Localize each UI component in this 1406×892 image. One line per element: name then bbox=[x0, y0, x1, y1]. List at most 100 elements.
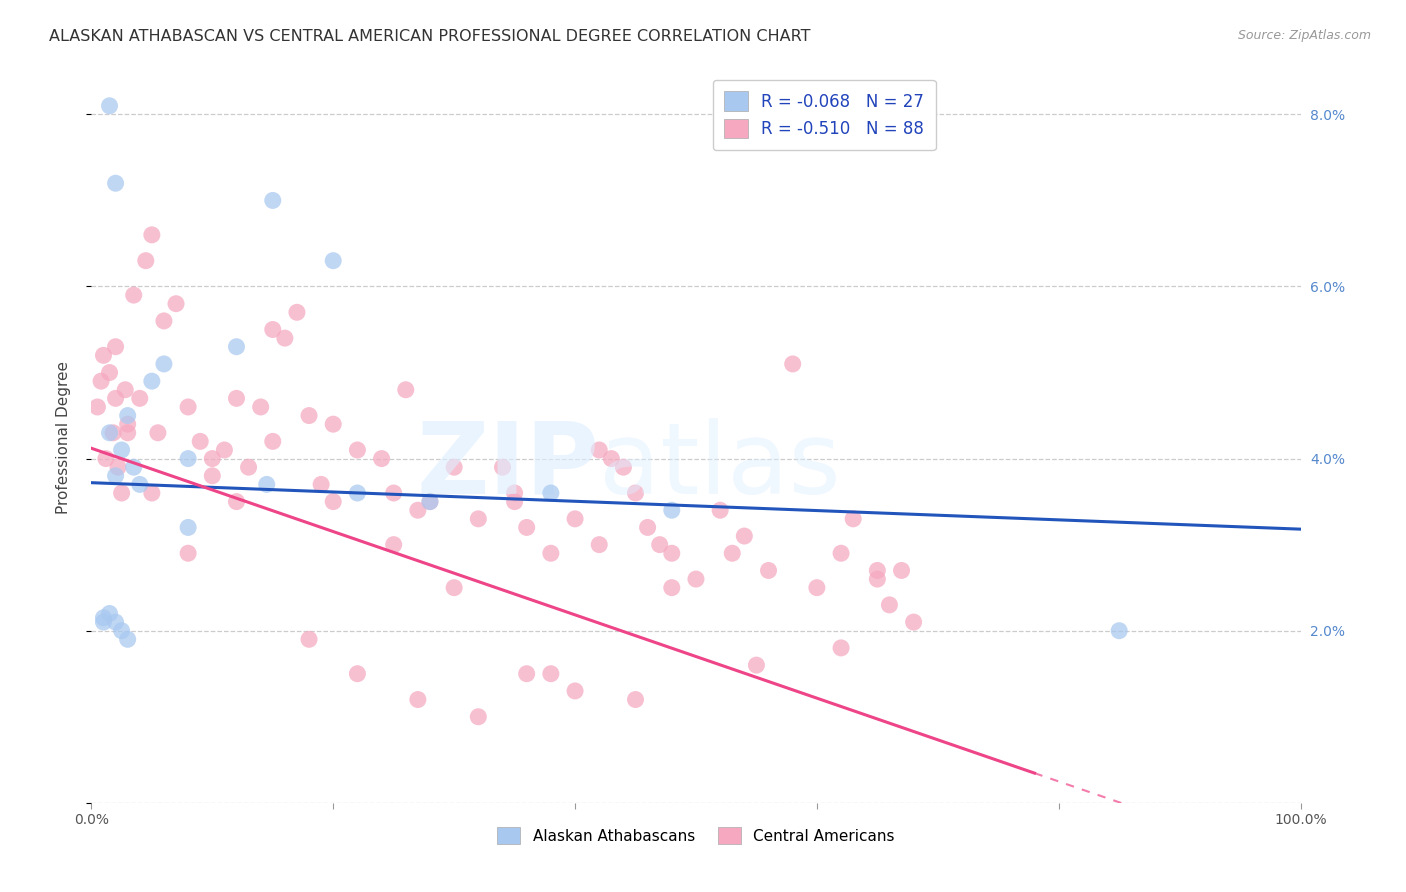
Point bbox=[842, 512, 865, 526]
Point bbox=[830, 546, 852, 560]
Point bbox=[443, 460, 465, 475]
Point bbox=[322, 253, 344, 268]
Point bbox=[346, 442, 368, 457]
Point bbox=[733, 529, 755, 543]
Point bbox=[758, 564, 780, 578]
Point bbox=[467, 710, 489, 724]
Point bbox=[661, 581, 683, 595]
Point bbox=[503, 486, 526, 500]
Point bbox=[685, 572, 707, 586]
Point bbox=[419, 494, 441, 508]
Point bbox=[782, 357, 804, 371]
Point bbox=[866, 564, 889, 578]
Point bbox=[419, 494, 441, 508]
Point bbox=[298, 632, 321, 647]
Point bbox=[806, 581, 828, 595]
Point bbox=[262, 322, 284, 336]
Point bbox=[122, 288, 145, 302]
Point bbox=[86, 400, 108, 414]
Point bbox=[117, 417, 139, 432]
Point bbox=[661, 503, 683, 517]
Point bbox=[128, 477, 150, 491]
Point bbox=[503, 494, 526, 508]
Point bbox=[285, 305, 308, 319]
Point bbox=[177, 520, 200, 534]
Point bbox=[188, 434, 211, 449]
Point bbox=[93, 615, 115, 629]
Point bbox=[491, 460, 513, 475]
Point bbox=[141, 374, 163, 388]
Point bbox=[637, 520, 659, 534]
Point bbox=[90, 374, 112, 388]
Point bbox=[111, 442, 132, 457]
Point bbox=[443, 581, 465, 595]
Point bbox=[382, 486, 405, 500]
Point bbox=[661, 546, 683, 560]
Point bbox=[177, 546, 200, 560]
Point bbox=[588, 442, 610, 457]
Point bbox=[903, 615, 925, 629]
Text: ALASKAN ATHABASCAN VS CENTRAL AMERICAN PROFESSIONAL DEGREE CORRELATION CHART: ALASKAN ATHABASCAN VS CENTRAL AMERICAN P… bbox=[49, 29, 811, 44]
Point bbox=[201, 451, 224, 466]
Point bbox=[93, 348, 115, 362]
Point bbox=[540, 666, 562, 681]
Point bbox=[104, 615, 127, 629]
Point bbox=[238, 460, 260, 475]
Point bbox=[104, 176, 127, 190]
Point bbox=[98, 366, 121, 380]
Point bbox=[141, 227, 163, 242]
Point bbox=[309, 477, 332, 491]
Point bbox=[298, 409, 321, 423]
Point bbox=[214, 442, 236, 457]
Point bbox=[370, 451, 392, 466]
Point bbox=[101, 425, 124, 440]
Text: atlas: atlas bbox=[599, 417, 841, 515]
Point bbox=[540, 486, 562, 500]
Point bbox=[540, 546, 562, 560]
Point bbox=[117, 632, 139, 647]
Point bbox=[745, 658, 768, 673]
Point bbox=[866, 572, 889, 586]
Point bbox=[117, 409, 139, 423]
Point bbox=[122, 460, 145, 475]
Point bbox=[177, 400, 200, 414]
Point bbox=[249, 400, 271, 414]
Point bbox=[346, 666, 368, 681]
Point bbox=[93, 611, 115, 625]
Point bbox=[104, 392, 127, 406]
Point bbox=[225, 340, 247, 354]
Point bbox=[111, 624, 132, 638]
Y-axis label: Professional Degree: Professional Degree bbox=[56, 360, 70, 514]
Point bbox=[262, 434, 284, 449]
Point bbox=[262, 194, 284, 208]
Point bbox=[395, 383, 418, 397]
Point bbox=[516, 520, 538, 534]
Point bbox=[141, 486, 163, 500]
Point bbox=[225, 392, 247, 406]
Point bbox=[648, 538, 671, 552]
Point bbox=[201, 468, 224, 483]
Point bbox=[890, 564, 912, 578]
Point bbox=[104, 340, 127, 354]
Point bbox=[177, 451, 200, 466]
Point bbox=[98, 99, 121, 113]
Point bbox=[225, 494, 247, 508]
Point bbox=[624, 692, 647, 706]
Point bbox=[274, 331, 297, 345]
Point bbox=[346, 486, 368, 500]
Point bbox=[588, 538, 610, 552]
Point bbox=[107, 460, 129, 475]
Point bbox=[104, 468, 127, 483]
Point bbox=[624, 486, 647, 500]
Point bbox=[709, 503, 731, 517]
Point bbox=[117, 425, 139, 440]
Point bbox=[406, 692, 429, 706]
Point bbox=[322, 494, 344, 508]
Point bbox=[256, 477, 278, 491]
Point bbox=[1108, 624, 1130, 638]
Point bbox=[146, 425, 169, 440]
Legend: Alaskan Athabascans, Central Americans: Alaskan Athabascans, Central Americans bbox=[491, 822, 901, 850]
Point bbox=[153, 314, 176, 328]
Text: ZIP: ZIP bbox=[416, 417, 599, 515]
Point bbox=[879, 598, 901, 612]
